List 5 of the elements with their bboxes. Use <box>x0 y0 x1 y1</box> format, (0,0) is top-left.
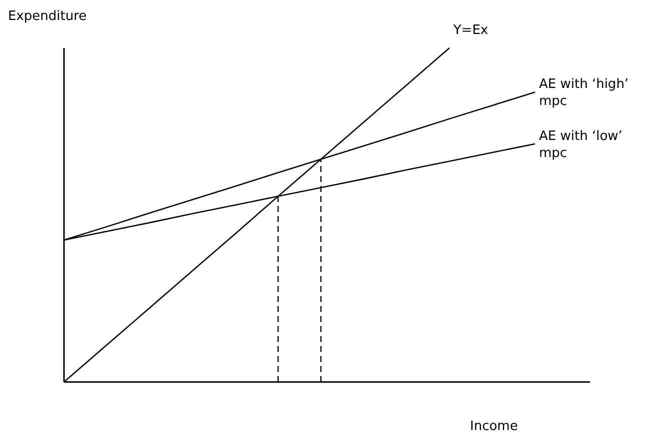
series-label: AE with ‘high’ mpc <box>539 77 629 110</box>
series-label: Y=Ex <box>452 23 488 38</box>
y-axis-title: Expenditure <box>8 9 87 24</box>
x-axis-title: Income <box>470 419 518 434</box>
series-label: AE with ‘low’ mpc <box>539 128 622 161</box>
